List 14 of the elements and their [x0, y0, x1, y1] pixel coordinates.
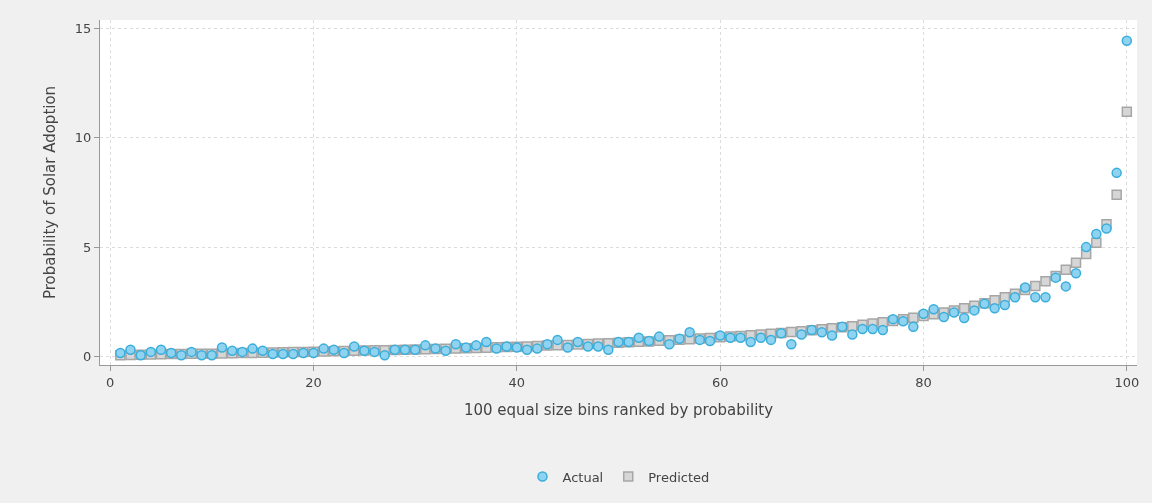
y-tick-label: 0 — [83, 348, 92, 364]
x-tick-label: 60 — [711, 374, 729, 390]
y-tick-label: 15 — [74, 21, 92, 37]
legend-label: Predicted — [648, 469, 710, 485]
x-tick-label: 100 — [1114, 374, 1140, 390]
x-axis-title: 100 equal size bins ranked by probability — [463, 400, 774, 419]
y-tick-label: 5 — [83, 239, 92, 255]
y-axis-title: Probability of Solar Adoption — [41, 85, 60, 300]
x-tick-label: 40 — [508, 374, 526, 390]
y-tick-label: 10 — [74, 130, 92, 146]
x-tick-label: 80 — [915, 374, 932, 390]
legend-label: Actual — [562, 469, 604, 485]
x-tick-label: 20 — [305, 374, 322, 390]
x-tick-label: 0 — [106, 374, 115, 390]
